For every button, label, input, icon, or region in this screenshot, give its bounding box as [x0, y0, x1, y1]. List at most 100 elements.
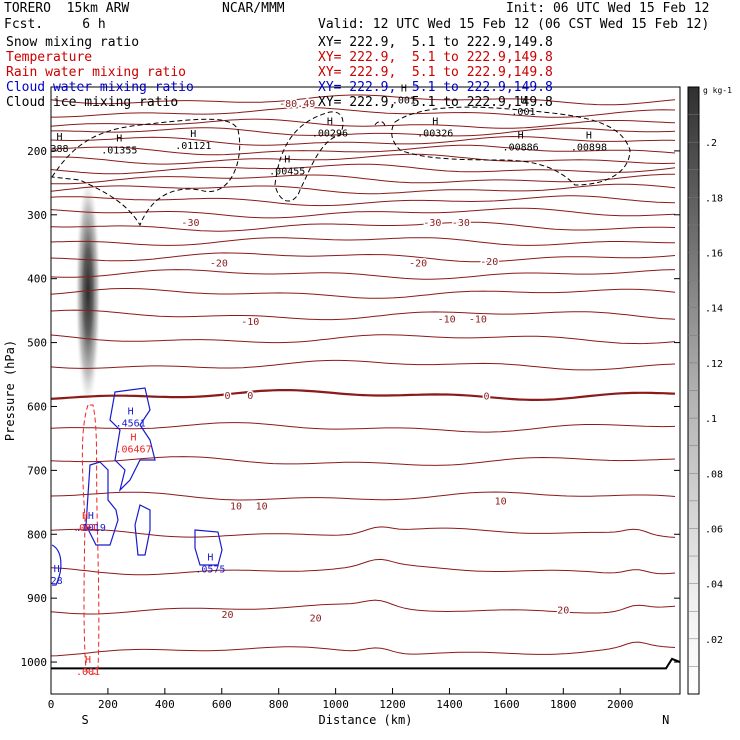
cloud-water-extremum-h-marker: H [88, 511, 94, 522]
x-tick-label: 1000 [322, 698, 349, 711]
ice-extremum-h-marker: H [57, 132, 63, 143]
north-endpoint-label: N [662, 713, 669, 727]
colorbar-tick-label: .16 [705, 249, 723, 260]
rain-extremum-value: .001 [73, 523, 97, 534]
isotherm-label: 20 [310, 613, 322, 624]
init-time: Init: 06 UTC Wed 15 Feb 12 [506, 1, 710, 16]
ice-extremum-h-marker: H [520, 95, 526, 106]
rain-contour [81, 404, 100, 675]
ice-extremum-value: .00898 [571, 142, 607, 153]
colorbar-tick-label: .14 [705, 304, 723, 315]
isotherm-line [50, 195, 676, 207]
x-tick-label: 1800 [550, 698, 577, 711]
valid-time: Valid: 12 UTC Wed 15 Feb 12 (06 CST Wed … [318, 17, 710, 32]
cloud-water-extremum-h-marker: H [54, 564, 60, 575]
isotherm-line [50, 118, 676, 129]
ice-extremum-value: .001 [392, 96, 416, 107]
isotherm-line [50, 288, 676, 299]
rain-extremum-value: .06467 [115, 445, 151, 456]
isotherm-line [50, 309, 676, 321]
y-tick-label: 300 [27, 209, 47, 222]
isotherm-line [51, 127, 676, 137]
isotherm-label: -20 [210, 259, 228, 270]
isotherm-line [50, 237, 676, 246]
legend-temperature: Temperature [6, 50, 93, 65]
legend-snow-xy: XY= 222.9, 5.1 to 222.9,149.8 [318, 35, 553, 50]
isotherm-line [50, 456, 676, 466]
legend-cloud-ice-xy: XY= 222.9, 5.1 to 222.9,149.8 [318, 95, 553, 110]
isotherm-line [50, 334, 676, 345]
isotherm-label: -30 [423, 218, 441, 229]
colorbar-tick-label: .18 [705, 193, 723, 204]
y-tick-label: 200 [27, 145, 47, 158]
colorbar-tick-label: .02 [705, 635, 723, 646]
cloud-ice-contours [51, 106, 631, 227]
isotherm-line [50, 173, 675, 185]
plot-frame [50, 86, 681, 695]
isotherm-line [50, 135, 676, 146]
cloud-water-contour [51, 544, 62, 586]
rain-water-contours [81, 404, 100, 675]
colorbar-tick-label: .12 [705, 359, 723, 370]
x-tick-label: 1600 [493, 698, 520, 711]
legend-cloud-water-xy: XY= 222.9, 5.1 to 222.9,149.8 [318, 80, 553, 95]
isotherm-line [50, 153, 676, 165]
colorbar-tick-label: .2 [705, 138, 717, 149]
cloud-water-contour [134, 504, 151, 556]
isotherm-label: -20 [480, 257, 498, 268]
snow-core [75, 171, 101, 412]
ice-contour [391, 106, 631, 186]
isotherm-line [50, 94, 676, 106]
colorbar-unit: g kg-1 [703, 86, 732, 95]
isotherm-label: 0 [483, 392, 489, 403]
isotherm-label: -20 [409, 259, 427, 270]
ice-extremum-h-marker: H [401, 84, 407, 95]
rain-extremum-h-marker: H [82, 511, 88, 522]
ice-extremum-h-marker: H [190, 129, 196, 140]
rain-extremum-value: .001 [76, 667, 100, 678]
isotherm-line [50, 144, 676, 156]
isotherm-line [51, 107, 676, 118]
ice-extremum-h-marker: H [284, 155, 290, 166]
isotherm-line [50, 491, 676, 501]
rain-extremum-h-marker: H [131, 433, 137, 444]
isotherm-line [50, 641, 676, 657]
x-tick-label: 1200 [379, 698, 406, 711]
ice-extremum-h-marker: H [518, 130, 524, 141]
cloud-water-extremum-value: .1019 [76, 523, 106, 534]
y-tick-label: 500 [27, 337, 47, 350]
ice-contour [374, 121, 386, 129]
legend-snow: Snow mixing ratio [6, 35, 140, 50]
ice-extremum-value: 388 [51, 144, 69, 155]
legend-cloud-water: Cloud water mixing ratio [6, 80, 194, 95]
colorbar: .02 .04 .06 .08 .1 .12 .14 .16 .18 .2 g kg-1 [687, 86, 732, 695]
colorbar-tick-label: .04 [705, 580, 723, 591]
isotherm-label: 10 [495, 496, 507, 507]
isotherm-label: 20 [557, 606, 569, 617]
x-tick-label: 400 [155, 698, 175, 711]
x-tick-label: 1400 [436, 698, 463, 711]
cloud-water-contours [51, 387, 223, 586]
isotherm-label: -80.49 [279, 99, 315, 110]
isotherm-line [50, 558, 676, 576]
isotherm-label: 0 [224, 391, 230, 402]
legend-temperature-xy: XY= 222.9, 5.1 to 222.9,149.8 [318, 50, 553, 65]
cloud-water-contour [194, 529, 223, 566]
isotherm-label: -30 [181, 218, 199, 229]
ice-extremum-value: .01121 [175, 141, 211, 152]
legend-rain: Rain water mixing ratio [6, 65, 187, 80]
isotherm-line [50, 359, 676, 371]
colorbar-tick-label: .06 [705, 524, 723, 535]
ice-extremum-h-marker: H [116, 134, 122, 145]
cloud-water-extremum-h-marker: H [128, 406, 134, 417]
isotherm-label: 20 [221, 610, 233, 621]
isotherm-label: -10 [241, 317, 259, 328]
x-tick-label: 200 [98, 698, 118, 711]
rain-extremum-h-marker: H [85, 655, 91, 666]
isotherm-line [50, 599, 676, 615]
cloud-water-contour [109, 387, 156, 492]
isotherm-label: 0 [247, 391, 253, 402]
isotherm-line [50, 183, 676, 195]
